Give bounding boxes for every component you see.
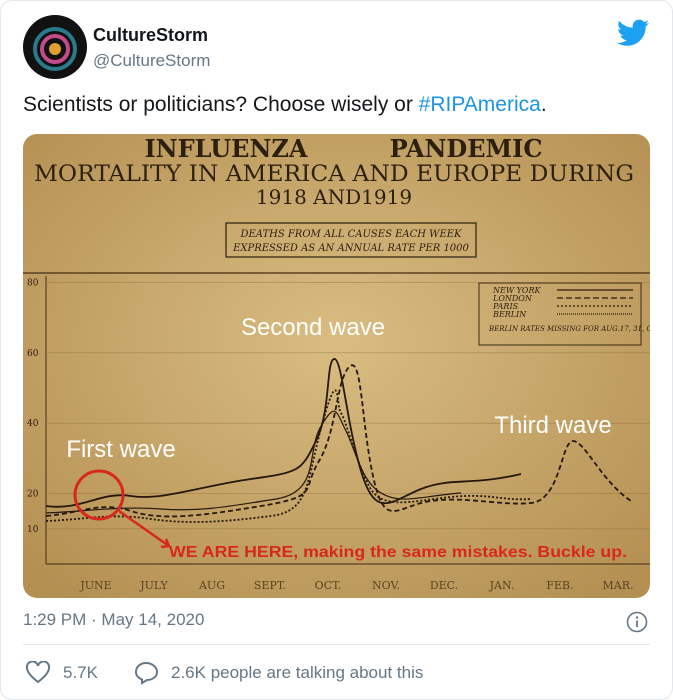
y-tick-label: 20: [27, 490, 39, 500]
legend-entry: PARIS: [492, 302, 519, 311]
image-title: PANDEMIC: [390, 134, 543, 163]
author-name[interactable]: CultureStorm: [93, 25, 209, 45]
image-background: [23, 134, 650, 598]
month-label: JAN.: [489, 579, 515, 592]
month-label: MAR.: [603, 579, 634, 592]
month-label: AUG: [198, 579, 225, 592]
tweet-text: Scientists or politicians? Choose wisely…: [23, 93, 547, 117]
like-count[interactable]: 5.7K: [63, 663, 98, 682]
subtitle-box: [225, 222, 477, 258]
image-subtitle: EXPRESSED AS AN ANNUAL RATE PER 1000: [232, 243, 469, 254]
annotation: Third wave: [494, 412, 611, 439]
author-handle[interactable]: @CultureStorm: [93, 51, 211, 70]
arrow: [118, 509, 171, 549]
legend-box: [478, 282, 642, 346]
highlight-circle: [73, 469, 125, 521]
image-title: MORTALITY IN AMERICA AND EUROPE DURING: [34, 162, 634, 187]
curve-london: [45, 364, 632, 518]
legend-entry: NEW YORK: [492, 286, 541, 295]
divider: [23, 644, 650, 645]
hashtag[interactable]: #RIPAmerica: [418, 93, 541, 116]
text: Scientists or politicians? Choose wisely…: [23, 93, 419, 116]
legend-entry: LONDON: [492, 294, 533, 303]
month-label: NOV.: [372, 579, 400, 592]
month-label: FEB.: [546, 579, 573, 592]
legend-note: BERLIN RATES MISSING FOR AUG.17, 31, OCT…: [488, 325, 650, 333]
annotation: WE ARE HERE, making the same mistakes. B…: [169, 544, 627, 561]
image-subtitle: DEATHS FROM ALL CAUSES EACH WEEK: [239, 229, 462, 240]
annotation: Second wave: [241, 314, 385, 341]
y-tick-label: 80: [27, 278, 39, 288]
annotation: First wave: [66, 436, 175, 463]
like-icon[interactable]: [25, 661, 51, 685]
talking-count[interactable]: 2.6K people are talking about this: [171, 663, 424, 682]
y-tick-label: 40: [27, 419, 39, 429]
legend-entry: BERLIN: [492, 310, 527, 319]
tweet-image[interactable]: INFLUENZA PANDEMIC MORTALITY IN AMERICA …: [23, 134, 650, 598]
curves: [45, 358, 632, 523]
reply-icon[interactable]: [134, 661, 160, 685]
month-label: OCT.: [315, 579, 342, 592]
month-label: DEC.: [430, 579, 458, 592]
avatar[interactable]: [23, 15, 87, 79]
text: .: [540, 93, 547, 116]
twitter-logo[interactable]: [617, 19, 649, 47]
info-icon[interactable]: [626, 611, 648, 633]
month-label: SEPT.: [254, 579, 286, 592]
month-label: JUNE: [79, 579, 111, 592]
image-title: 1918 AND1919: [256, 185, 412, 209]
image-title: INFLUENZA: [144, 134, 307, 163]
curve-paris: [45, 389, 532, 523]
curve-berlin: [45, 410, 462, 514]
y-tick-label: 10: [27, 525, 39, 535]
month-label: JULY: [139, 579, 168, 592]
y-tick-label: 60: [27, 349, 39, 359]
curve-new-york: [45, 358, 522, 508]
timestamp[interactable]: 1:29 PM · May 14, 2020: [23, 610, 205, 629]
